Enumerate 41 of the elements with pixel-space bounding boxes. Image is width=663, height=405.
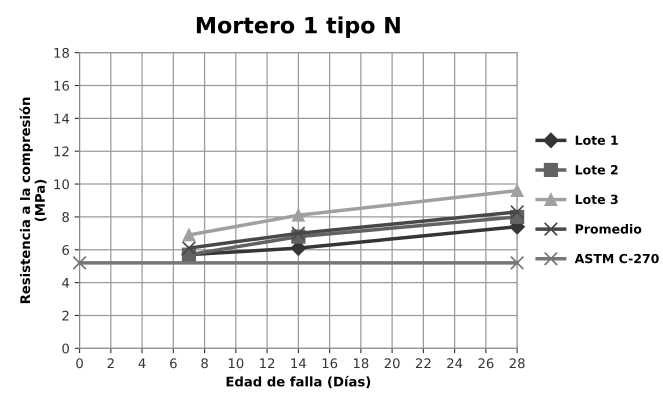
x-tick-label: 2 [108, 358, 114, 368]
x-tick-label: 24 [447, 358, 462, 368]
y-tick-label: 6 [62, 244, 70, 255]
x-tick-label: 6 [170, 358, 177, 368]
y-tick-label: 4 [62, 278, 70, 288]
point [72, 256, 87, 270]
point [291, 226, 306, 240]
legend-label: Lote 3 [576, 194, 618, 204]
x-tick-label: 14 [291, 358, 306, 368]
x-tick-label: 20 [384, 358, 400, 368]
x-tick-label: 28 [510, 358, 525, 368]
chart-title: Mortero 1 tipo N [196, 16, 400, 38]
legend-label: ASTM C-270 [574, 254, 659, 264]
x-axis-title: Edad de falla (Días) [226, 376, 370, 388]
legend-label: Lote 1 [576, 136, 618, 145]
x-tick-label: 10 [228, 358, 244, 368]
x-tick-label: 26 [478, 358, 494, 368]
point [182, 241, 196, 256]
x-tick-label: 18 [354, 358, 368, 368]
legend-label: Lote 2 [576, 165, 618, 175]
point [510, 256, 524, 270]
x-tick-label: 8 [201, 358, 208, 368]
x-tick-label: 22 [416, 358, 430, 368]
point [510, 184, 524, 198]
point [510, 204, 524, 220]
x-tick-label: 12 [260, 358, 274, 368]
y-tick-label: 14 [54, 114, 70, 124]
y-axis-title: Resistencia a la compresión (MPa) [19, 98, 46, 304]
point [182, 228, 196, 242]
legend-label: Promedio [576, 224, 642, 234]
y-tick-label: 2 [62, 310, 69, 320]
x-tick-label: 16 [322, 358, 338, 368]
x-tick-label: 0 [76, 358, 83, 368]
point [292, 208, 305, 222]
y-tick-label: 8 [62, 212, 69, 222]
x-tick-label: 4 [138, 358, 146, 368]
y-tick-label: 12 [54, 146, 69, 156]
y-tick-label: 16 [54, 80, 70, 91]
y-tick-label: 10 [54, 179, 69, 190]
y-tick-label: 18 [54, 48, 69, 58]
y-tick-label: 0 [62, 344, 69, 354]
